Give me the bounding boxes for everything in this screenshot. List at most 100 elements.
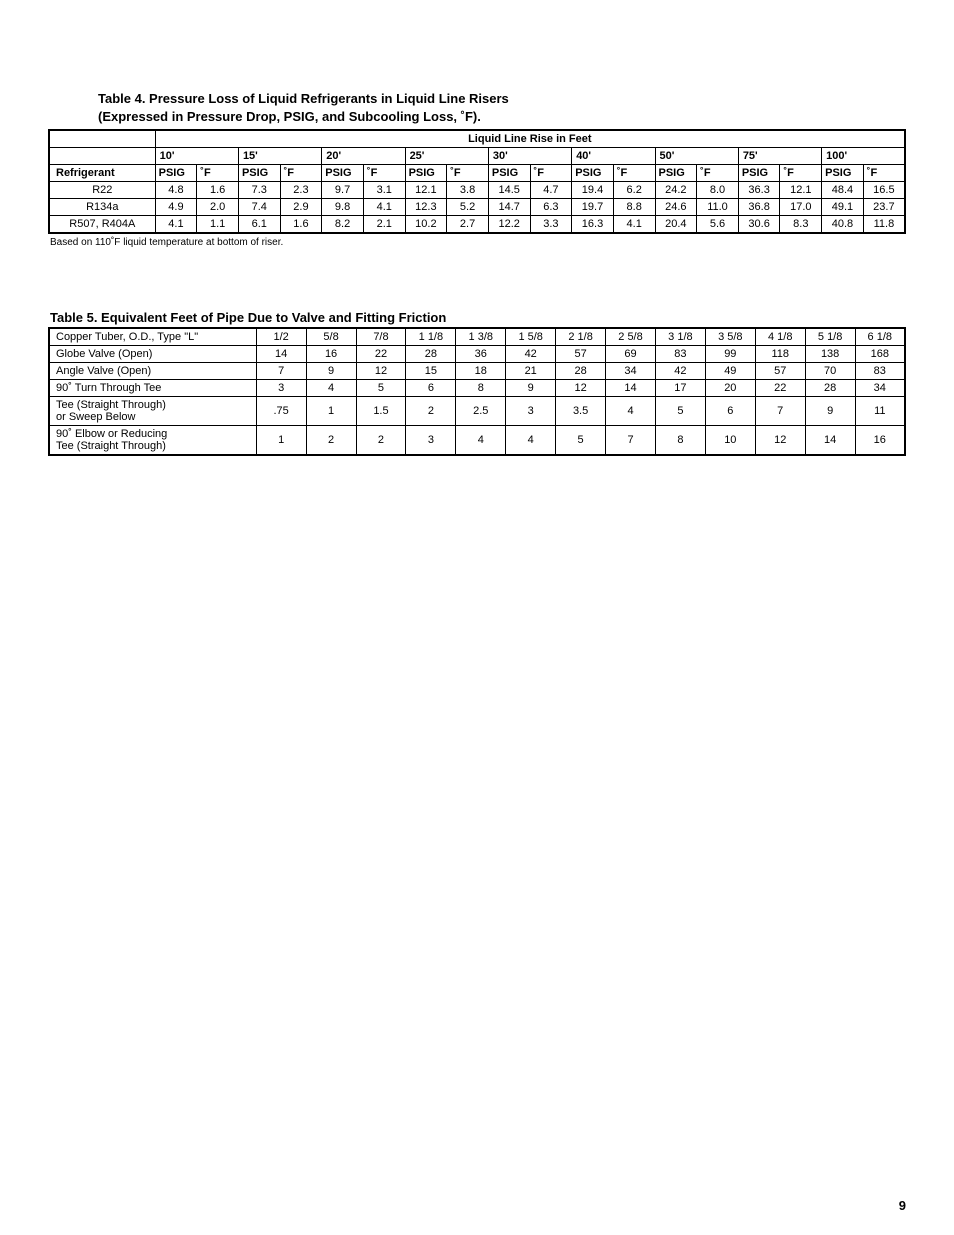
table4-distance-header: 10' xyxy=(155,148,238,165)
table4-refrigerant-label: Refrigerant xyxy=(49,165,155,182)
table5-data-cell: 99 xyxy=(705,346,755,363)
table4-data-cell: 2.3 xyxy=(280,182,322,199)
table4-psig-header: PSIG xyxy=(322,165,364,182)
table4-data-cell: 30.6 xyxy=(738,216,780,234)
table5-data-cell: 18 xyxy=(456,363,506,380)
table4-data-cell: 9.8 xyxy=(322,199,364,216)
table4-refrigerant-name: R22 xyxy=(49,182,155,199)
table5-size-header: 6 1/8 xyxy=(855,328,905,346)
table4-distance-header: 25' xyxy=(405,148,488,165)
table5-title: Table 5. Equivalent Feet of Pipe Due to … xyxy=(50,310,906,325)
table4-distance-header: 30' xyxy=(488,148,571,165)
table5-data-cell: 4 xyxy=(606,397,656,426)
table5-row-label: Tee (Straight Through)or Sweep Below xyxy=(49,397,256,426)
table4-data-cell: 12.3 xyxy=(405,199,447,216)
table4-data-cell: 3.1 xyxy=(363,182,405,199)
table4-data-cell: 8.2 xyxy=(322,216,364,234)
table5-data-cell: 7 xyxy=(606,426,656,456)
table4-data-cell: 1.1 xyxy=(197,216,239,234)
table4-data-cell: 8.3 xyxy=(780,216,822,234)
table5-data-cell: 9 xyxy=(805,397,855,426)
table4-data-cell: 4.8 xyxy=(155,182,197,199)
table4-psig-header: PSIG xyxy=(572,165,614,182)
table5-data-cell: 7 xyxy=(755,397,805,426)
table4-data-cell: 2.9 xyxy=(280,199,322,216)
table4-data-cell: 12.1 xyxy=(405,182,447,199)
table5-data-cell: 118 xyxy=(755,346,805,363)
table5-size-header: 7/8 xyxy=(356,328,406,346)
table4-footnote: Based on 110˚F liquid temperature at bot… xyxy=(50,237,906,248)
page-number: 9 xyxy=(899,1198,906,1213)
table4-data-cell: 19.4 xyxy=(572,182,614,199)
table4-data-cell: 2.7 xyxy=(447,216,489,234)
table5-data-cell: 42 xyxy=(506,346,556,363)
table4-data-cell: 24.2 xyxy=(655,182,697,199)
table4-data-cell: 7.4 xyxy=(238,199,280,216)
table5-data-cell: 49 xyxy=(705,363,755,380)
table5-data-cell: 168 xyxy=(855,346,905,363)
table4-data-cell: 14.7 xyxy=(488,199,530,216)
table5-data-cell: 8 xyxy=(655,426,705,456)
table5-row-label: 90˚ Elbow or ReducingTee (Straight Throu… xyxy=(49,426,256,456)
table5-data-cell: 57 xyxy=(556,346,606,363)
table4: Liquid Line Rise in Feet 10'15'20'25'30'… xyxy=(48,129,906,234)
table4-data-cell: 3.8 xyxy=(447,182,489,199)
table4-data-cell: 24.6 xyxy=(655,199,697,216)
table4-data-cell: 5.6 xyxy=(697,216,739,234)
table5-data-cell: 3 xyxy=(256,380,306,397)
table4-data-cell: 49.1 xyxy=(822,199,864,216)
table5-data-cell: 42 xyxy=(655,363,705,380)
table5-row-label: Globe Valve (Open) xyxy=(49,346,256,363)
table4-distance-header: 40' xyxy=(572,148,655,165)
table4-data-cell: 16.5 xyxy=(863,182,905,199)
table4-degf-header: ˚F xyxy=(447,165,489,182)
table5-data-cell: 10 xyxy=(705,426,755,456)
table4-data-cell: 5.2 xyxy=(447,199,489,216)
table4-data-cell: 40.8 xyxy=(822,216,864,234)
table5-data-cell: 2 xyxy=(306,426,356,456)
table5-data-cell: 3 xyxy=(506,397,556,426)
table5-size-header: 1 1/8 xyxy=(406,328,456,346)
table5-data-cell: 22 xyxy=(356,346,406,363)
table5-row-label: Angle Valve (Open) xyxy=(49,363,256,380)
table4-degf-header: ˚F xyxy=(280,165,322,182)
table4-data-cell: 17.0 xyxy=(780,199,822,216)
table5-size-header: 5/8 xyxy=(306,328,356,346)
table5-size-header: 4 1/8 xyxy=(755,328,805,346)
table4-data-cell: 10.2 xyxy=(405,216,447,234)
table4-data-cell: 2.1 xyxy=(363,216,405,234)
table4-distance-header: 20' xyxy=(322,148,405,165)
table5-data-cell: 69 xyxy=(606,346,656,363)
table4-data-cell: 6.2 xyxy=(613,182,655,199)
table4-data-cell: 1.6 xyxy=(280,216,322,234)
table5-data-cell: 12 xyxy=(356,363,406,380)
table5-data-cell: 17 xyxy=(655,380,705,397)
table5-data-cell: 57 xyxy=(755,363,805,380)
table5-data-cell: 28 xyxy=(406,346,456,363)
table4-psig-header: PSIG xyxy=(738,165,780,182)
table4-data-cell: 48.4 xyxy=(822,182,864,199)
table5-size-header: 5 1/8 xyxy=(805,328,855,346)
table4-title-line2: (Expressed in Pressure Drop, PSIG, and S… xyxy=(98,109,481,124)
table4-blank-cell2 xyxy=(49,148,155,165)
table4-data-cell: 6.1 xyxy=(238,216,280,234)
table5-data-cell: 5 xyxy=(556,426,606,456)
table5-data-cell: 3 xyxy=(406,426,456,456)
table5-data-cell: 4 xyxy=(306,380,356,397)
table5-data-cell: 138 xyxy=(805,346,855,363)
table4-degf-header: ˚F xyxy=(863,165,905,182)
table4-blank-cell xyxy=(49,130,155,148)
table4-degf-header: ˚F xyxy=(613,165,655,182)
table4-data-cell: 36.8 xyxy=(738,199,780,216)
table5-size-header: 2 1/8 xyxy=(556,328,606,346)
table5-size-header: 1 3/8 xyxy=(456,328,506,346)
table4-psig-header: PSIG xyxy=(155,165,197,182)
table4-degf-header: ˚F xyxy=(697,165,739,182)
table4-data-cell: 6.3 xyxy=(530,199,572,216)
table5-data-cell: 6 xyxy=(406,380,456,397)
table4-data-cell: 2.0 xyxy=(197,199,239,216)
table5-data-cell: 83 xyxy=(655,346,705,363)
table5-data-cell: 4 xyxy=(506,426,556,456)
table5-size-header: 1 5/8 xyxy=(506,328,556,346)
table4-data-cell: 11.0 xyxy=(697,199,739,216)
